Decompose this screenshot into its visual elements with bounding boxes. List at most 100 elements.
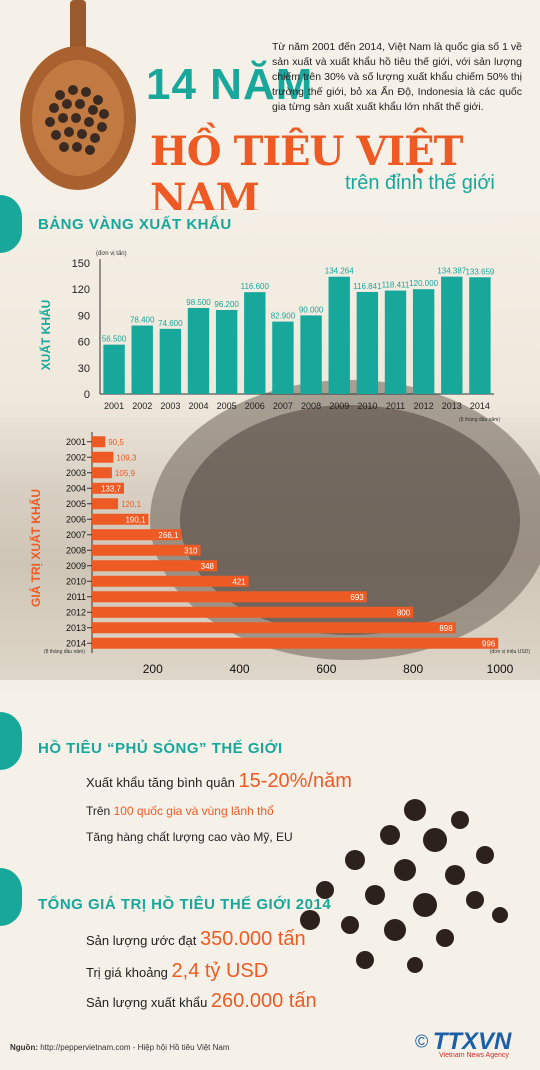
- y-tick-label: 90: [78, 310, 90, 322]
- bar-value-label: 348: [201, 562, 215, 571]
- stat-growth-label: Xuất khẩu tăng bình quân: [86, 775, 239, 790]
- bar-value-label: 310: [184, 546, 198, 555]
- x-tick-label: 2007: [273, 401, 293, 411]
- section-tab-marker-1: [0, 195, 22, 253]
- x-tick-label: 600: [316, 662, 336, 676]
- bar-value-label: 78.400: [130, 316, 155, 325]
- x-tick-label: 2010: [357, 401, 377, 411]
- section-tab-marker-2: [0, 712, 22, 770]
- export-volume-chart: (đơn vị tấn) XUẤT KHẨU 150 120 90 60 30 0 56.500…: [38, 251, 500, 423]
- bar-2006: [244, 292, 266, 394]
- bar-2011: [384, 290, 407, 394]
- stat-value-value: 2,4 tỷ USD: [171, 960, 269, 982]
- stat-value: Trị giá khoảng 2,4 tỷ USD: [86, 960, 268, 983]
- bar-2001: [103, 344, 125, 394]
- y-tick-label: 2011: [67, 592, 86, 602]
- bar-2011: [92, 591, 367, 603]
- stat-export-label: Sản lượng xuất khẩu: [86, 995, 211, 1010]
- bar-value-label: 133.659: [465, 267, 494, 276]
- y-tick-label: 2002: [66, 452, 86, 462]
- bar-2005: [92, 498, 119, 510]
- stat-countries: Trên 100 quốc gia và vùng lãnh thổ: [86, 804, 274, 818]
- x-tick-label: 2003: [160, 401, 180, 411]
- bar-2012: [92, 606, 414, 618]
- x-tick-label: 400: [230, 662, 250, 676]
- y-tick-label: 2004: [66, 483, 86, 493]
- bar-value-label: 134.264: [325, 267, 354, 276]
- bar-value-label: 98.500: [186, 298, 211, 307]
- bar-2014: [469, 277, 491, 394]
- y-tick-label: 2013: [66, 623, 86, 633]
- stat-export: Sản lượng xuất khẩu 260.000 tấn: [86, 990, 317, 1013]
- x-tick-label: 800: [403, 662, 423, 676]
- y-tick-label: 2008: [66, 545, 86, 555]
- bar-value-label: 116.600: [241, 282, 270, 291]
- y-tick-label: 0: [84, 389, 90, 401]
- x-tick-label: 2005: [217, 401, 237, 411]
- bar-value-label: 74.600: [158, 319, 183, 328]
- bar-value-label: 898: [439, 624, 453, 633]
- stat-export-value: 260.000 tấn: [210, 990, 317, 1012]
- bar-value-label: 109,3: [116, 453, 137, 462]
- y-tick-label: 2012: [66, 607, 86, 617]
- x-tick-label: 2014: [470, 401, 490, 411]
- title-line-1: 14 NĂM: [146, 60, 314, 109]
- x-tick-label: 2008: [301, 401, 321, 411]
- x-tick-label: 1000: [487, 662, 514, 676]
- bar-value-label: 133,7: [101, 484, 122, 493]
- copyright-icon: ©: [415, 1031, 429, 1052]
- section-title-export: BẢNG VÀNG XUẤT KHẨU: [38, 216, 232, 233]
- x-tick-label: 2009: [329, 401, 349, 411]
- bar-value-label: 105,9: [115, 469, 136, 478]
- stat-growth-value: 15-20%/năm: [238, 770, 352, 792]
- intro-text: Từ năm 2001 đến 2014, Việt Nam là quốc g…: [272, 41, 522, 113]
- stat-countries-value: 100 quốc gia và vùng lãnh thổ: [113, 804, 274, 818]
- bar-value-label: 996: [482, 639, 496, 648]
- x-tick-label: 200: [143, 662, 163, 676]
- x-axis-title: GIÁ TRỊ XUẤT KHẨU: [28, 489, 43, 607]
- bar-2002: [92, 451, 114, 463]
- y-note: (8 tháng đầu năm): [44, 649, 85, 655]
- ttxvn-logo: © TTXVN Vietnam News Agency: [415, 1028, 511, 1059]
- y-tick-label: 2010: [66, 576, 86, 586]
- section-title-total: TỔNG GIÁ TRỊ HỒ TIÊU THẾ GIỚI 2014: [38, 896, 332, 913]
- x-tick-label: 2013: [442, 401, 462, 411]
- source-text: http://peppervietnam.com - Hiệp hội Hồ t…: [40, 1043, 230, 1052]
- bar-2004: [92, 482, 124, 494]
- y-tick-label: 2007: [66, 530, 86, 540]
- y-tick-label: 2001: [66, 437, 86, 447]
- unit-note: (đơn vị triệu USD): [490, 649, 531, 655]
- y-tick-label: 2006: [66, 514, 86, 524]
- y-tick-label: 2014: [66, 638, 86, 648]
- bar-2012: [412, 289, 435, 394]
- source-note: Nguồn: http://peppervietnam.com - Hiệp h…: [10, 1043, 230, 1052]
- x-tick-label: 2006: [245, 401, 265, 411]
- stat-production-value: 350.000 tấn: [199, 928, 306, 950]
- bar-2010: [92, 575, 249, 587]
- bar-2007: [272, 321, 294, 394]
- bar-2006: [92, 513, 149, 525]
- section-title-coverage: HỒ TIÊU “PHỦ SÓNG” THẾ GIỚI: [38, 740, 283, 757]
- bar-2008: [92, 544, 201, 556]
- bar-2013: [92, 622, 456, 634]
- bar-value-label: 90.000: [299, 305, 324, 314]
- bar-value-label: 800: [397, 608, 411, 617]
- x-tick-label: 2011: [386, 401, 405, 411]
- bar-value-label: 693: [350, 593, 364, 602]
- bar-value-label: 116.841: [353, 282, 382, 291]
- bar-2001: [92, 436, 106, 448]
- bar-value-label: 134.387: [437, 267, 466, 276]
- bar-value-label: 120.000: [409, 279, 438, 288]
- bar-2005: [215, 309, 238, 394]
- bar-value-label: 120,1: [121, 500, 142, 509]
- stat-quality: Tăng hàng chất lượng cao vào Mỹ, EU: [86, 830, 293, 844]
- bar-2003: [159, 328, 182, 394]
- y-tick-label: 2009: [66, 561, 86, 571]
- stat-countries-label: Trên: [86, 804, 114, 818]
- bar-2003: [92, 467, 112, 479]
- bar-value-label: 190,1: [125, 515, 146, 524]
- x-tick-label: 2002: [132, 401, 152, 411]
- bar-2010: [356, 291, 379, 394]
- bar-2002: [131, 325, 153, 394]
